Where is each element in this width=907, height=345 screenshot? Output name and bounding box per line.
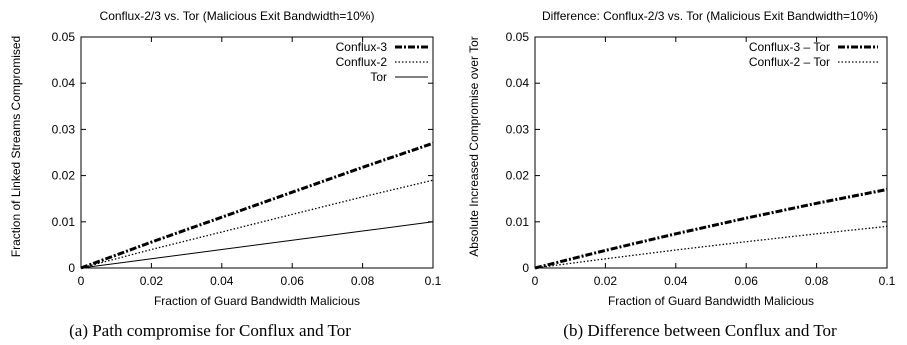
plot-frame [80, 36, 434, 269]
y-tick-label: 0.03 [506, 122, 530, 136]
series-line-2 [534, 225, 888, 269]
y-tick-label: 0.02 [52, 169, 76, 183]
x-tick-label: 0.08 [805, 274, 829, 288]
x-tick-label: 0.04 [664, 274, 688, 288]
x-tick-label: 0.1 [425, 274, 442, 288]
series-line-1 [534, 188, 888, 270]
legend-label: Conflux-2 [336, 55, 388, 69]
y-axis-label: Absolute Increased Compromise over Tor [467, 36, 481, 257]
figure-caption: (a) Path compromise for Conflux and Tor [69, 321, 351, 340]
x-tick-label: 0.06 [735, 274, 759, 288]
x-tick-label: 0 [532, 274, 539, 288]
y-tick-label: 0.02 [506, 169, 530, 183]
y-tick-label: 0 [522, 261, 529, 275]
y-tick-label: 0 [68, 261, 75, 275]
x-tick-label: 0.02 [140, 274, 164, 288]
chart-title: Difference: Conflux-2/3 vs. Tor (Malicio… [542, 9, 878, 23]
series-line-3 [80, 221, 434, 269]
chart-panel-a: Conflux-2/3 vs. Tor (Malicious Exit Band… [9, 9, 442, 340]
series-line-2 [80, 179, 434, 269]
y-tick-label: 0.04 [506, 76, 530, 90]
y-tick-label: 0.05 [52, 30, 76, 44]
x-tick-label: 0.1 [879, 274, 896, 288]
x-tick-label: 0 [78, 274, 85, 288]
legend-label: Conflux-3 [336, 40, 388, 54]
x-axis-label: Fraction of Guard Bandwidth Malicious [154, 294, 360, 308]
y-tick-label: 0.04 [52, 76, 76, 90]
chart-panel-b: Difference: Conflux-2/3 vs. Tor (Malicio… [467, 9, 896, 340]
y-tick-label: 0.01 [506, 215, 530, 229]
x-tick-label: 0.04 [210, 274, 234, 288]
y-axis-label: Fraction of Linked Streams Compromised [9, 36, 23, 257]
legend-label: Tor [370, 70, 387, 84]
x-tick-label: 0.02 [594, 274, 618, 288]
y-tick-label: 0.03 [52, 122, 76, 136]
plot-frame [534, 36, 888, 269]
x-tick-label: 0.06 [281, 274, 305, 288]
x-tick-label: 0.08 [351, 274, 375, 288]
y-tick-label: 0.05 [506, 30, 530, 44]
series-line-1 [80, 141, 434, 270]
x-axis-label: Fraction of Guard Bandwidth Malicious [608, 294, 814, 308]
legend-label: Conflux-2 – Tor [749, 55, 830, 69]
figure-caption: (b) Difference between Conflux and Tor [563, 321, 837, 340]
chart-title: Conflux-2/3 vs. Tor (Malicious Exit Band… [100, 9, 375, 23]
y-tick-label: 0.01 [52, 215, 76, 229]
legend-label: Conflux-3 – Tor [749, 40, 830, 54]
